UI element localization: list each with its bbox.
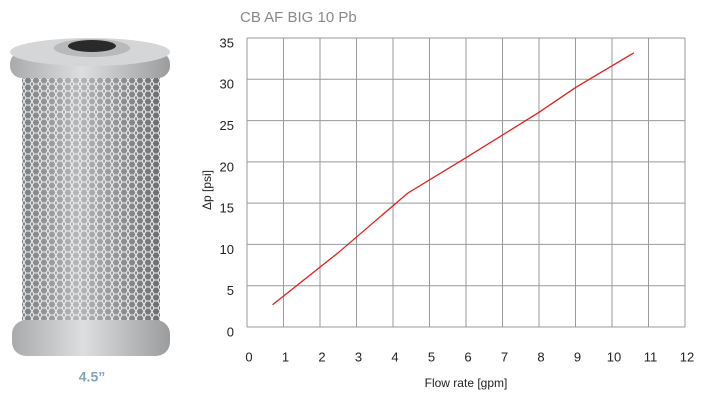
y-tick-label: 0 bbox=[227, 324, 234, 339]
x-tick-label: 10 bbox=[607, 349, 621, 364]
x-tick-label: 2 bbox=[318, 349, 325, 364]
y-tick-label: 10 bbox=[220, 242, 234, 257]
y-tick-label: 25 bbox=[220, 118, 234, 133]
x-tick-label: 3 bbox=[355, 349, 362, 364]
x-tick-label: 6 bbox=[464, 349, 471, 364]
chart-title: CB AF BIG 10 Pb bbox=[240, 9, 357, 26]
x-tick-label: 8 bbox=[537, 349, 544, 364]
y-axis-label: Δp [psi] bbox=[200, 170, 214, 210]
x-tick-label: 11 bbox=[644, 349, 658, 364]
y-tick-label: 15 bbox=[220, 201, 234, 216]
data-line bbox=[272, 52, 635, 306]
y-tick-label: 5 bbox=[227, 283, 234, 298]
y-tick-label: 20 bbox=[220, 159, 234, 174]
y-tick-label: 30 bbox=[220, 77, 234, 92]
x-tick-label: 9 bbox=[574, 349, 581, 364]
x-tick-label: 1 bbox=[282, 349, 289, 364]
filter-image bbox=[10, 38, 170, 356]
y-tick-label: 35 bbox=[220, 35, 234, 50]
x-tick-label: 4 bbox=[391, 349, 398, 364]
size-caption: 4.5” bbox=[79, 369, 105, 385]
x-tick-label: 7 bbox=[501, 349, 508, 364]
x-axis-label: Flow rate [gpm] bbox=[425, 376, 508, 390]
x-tick-label: 5 bbox=[428, 349, 435, 364]
x-tick-label: 12 bbox=[680, 349, 694, 364]
x-tick-label: 0 bbox=[245, 349, 252, 364]
